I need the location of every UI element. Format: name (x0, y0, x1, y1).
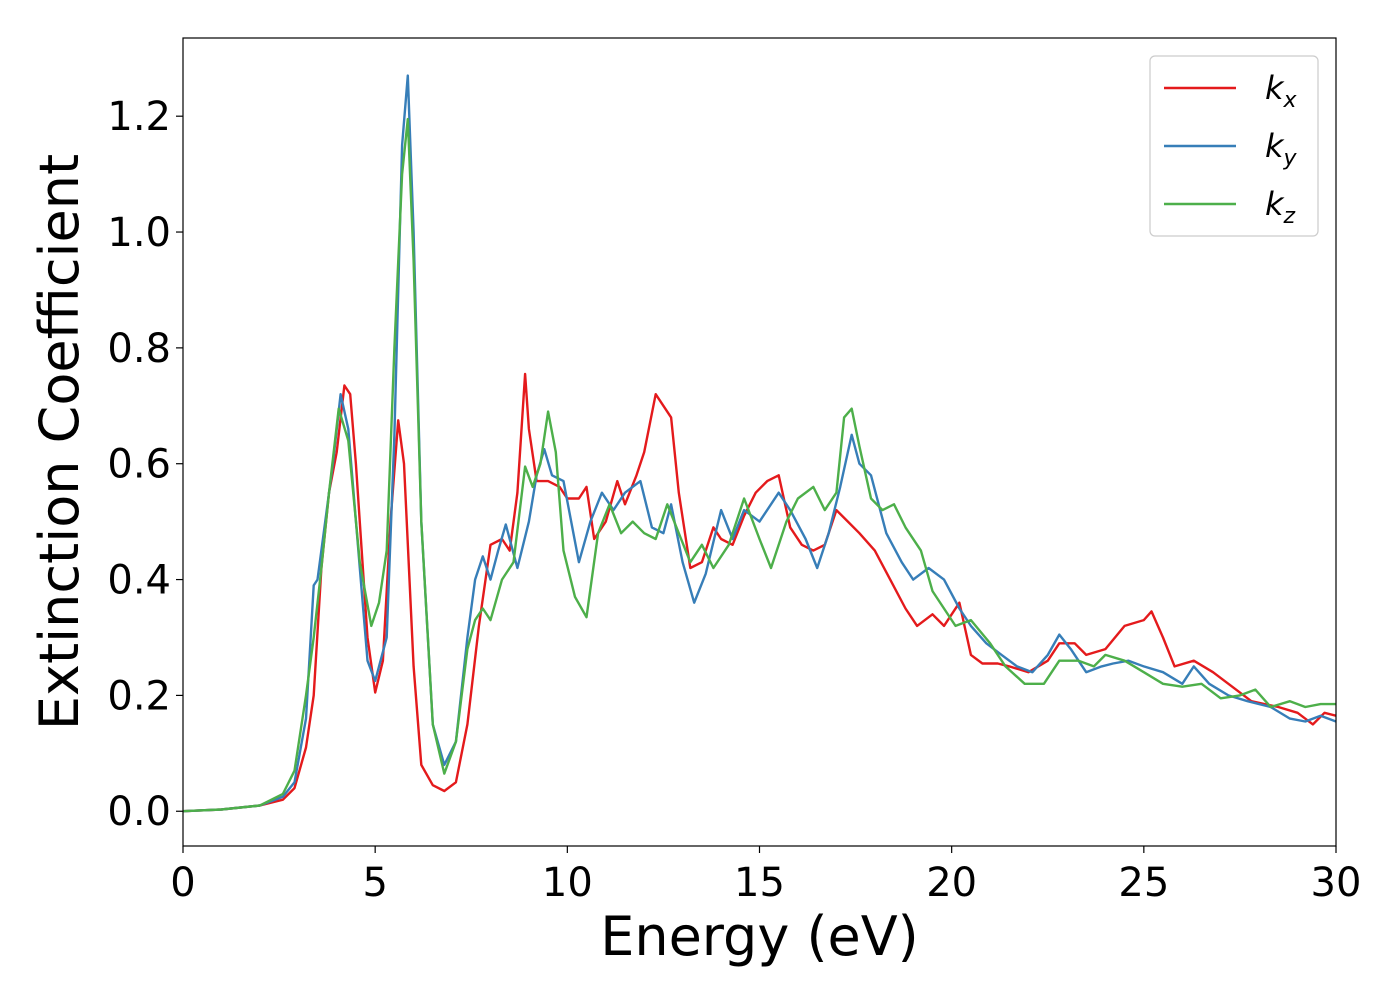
x-axis: 0 5 10 15 20 25 30 (170, 846, 1361, 906)
series-line-y (183, 74, 1336, 813)
y-tick-label: 0.8 (107, 326, 171, 372)
y-tick-label: 0.0 (107, 789, 171, 835)
x-tick-label: 25 (1118, 860, 1169, 906)
series-line-x (183, 372, 1336, 813)
x-tick-label: 5 (362, 860, 387, 906)
x-axis-title: Energy (eV) (600, 905, 919, 968)
legend-label-x: kx (1265, 69, 1298, 113)
legend-label-y: ky (1265, 127, 1298, 171)
series-line-z (183, 117, 1336, 813)
legend-label-z: kz (1265, 185, 1296, 229)
x-tick-label: 15 (734, 860, 785, 906)
y-tick-label: 0.4 (107, 558, 171, 604)
x-tick-label: 30 (1311, 860, 1362, 906)
y-tick-label: 0.6 (107, 442, 171, 488)
x-tick-label: 0 (170, 860, 195, 906)
series-layer (183, 74, 1336, 813)
y-tick-label: 1.0 (107, 210, 171, 256)
y-tick-label: 0.2 (107, 673, 171, 719)
y-axis: 0.0 0.2 0.4 0.6 0.8 1.0 1.2 (107, 94, 183, 835)
x-tick-label: 10 (542, 860, 593, 906)
y-axis-title: Extinction Coefficient (28, 154, 91, 730)
y-tick-label: 1.2 (107, 94, 171, 140)
legend: kx ky kz (1149, 55, 1319, 237)
x-tick-label: 20 (926, 860, 977, 906)
